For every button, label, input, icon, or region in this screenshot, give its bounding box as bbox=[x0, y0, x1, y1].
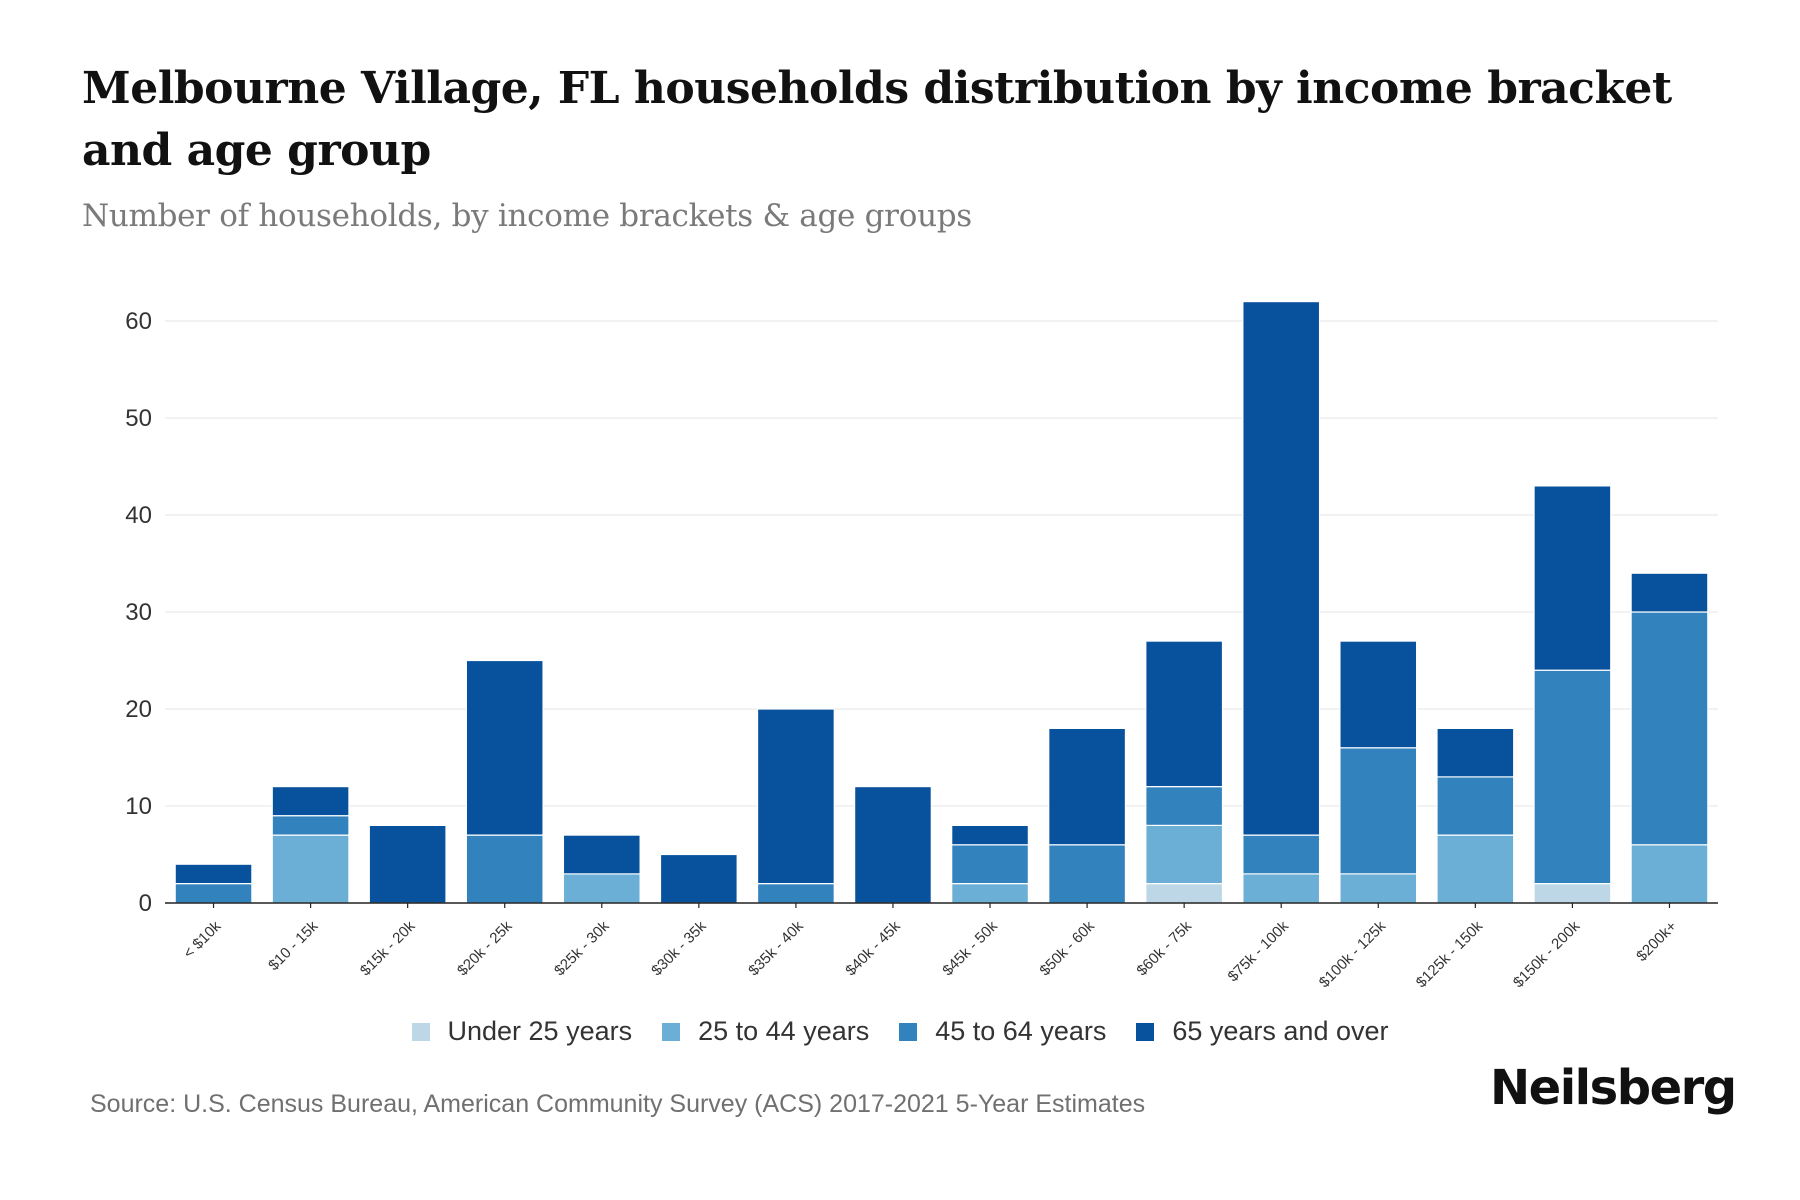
bar-segment-65-years-and-over bbox=[368, 824, 447, 904]
bar-stack bbox=[465, 659, 544, 904]
legend-label: 25 to 44 years bbox=[698, 1016, 870, 1046]
bar-segment-65-years-and-over bbox=[1048, 727, 1127, 846]
bar-segment-65-years-and-over bbox=[465, 659, 544, 836]
neilsberg-logo: Neilsberg bbox=[1490, 1060, 1737, 1116]
legend-label: 65 years and over bbox=[1172, 1016, 1389, 1046]
legend-label: Under 25 years bbox=[447, 1016, 633, 1046]
bar-segment-45-to-64-years bbox=[1242, 834, 1321, 875]
x-axis-ticks: < $10k $10 - 15k $15k - 20k $20k - 25k $25k … bbox=[180, 917, 1680, 991]
bar-segment-45-to-64-years bbox=[1436, 776, 1515, 836]
bar-segment-45-to-64-years bbox=[465, 834, 544, 904]
x-axis bbox=[165, 902, 1718, 908]
bar-stack bbox=[174, 863, 253, 904]
bar-segment-45-to-64-years bbox=[1145, 785, 1224, 826]
bar-segment-45-to-64-years bbox=[1533, 669, 1612, 885]
bar-segment-65-years-and-over bbox=[1242, 301, 1321, 836]
y-tick-label: 40 bbox=[125, 502, 152, 529]
y-tick-label: 60 bbox=[125, 308, 152, 335]
bars bbox=[174, 301, 1709, 904]
bar-stack bbox=[1145, 640, 1224, 904]
bar-segment-25-to-44-years bbox=[1145, 824, 1224, 885]
legend-item: 25 to 44 years bbox=[662, 1016, 869, 1047]
bar-stack bbox=[659, 853, 738, 904]
x-tick-label: $10 - 15k bbox=[265, 917, 322, 974]
bar-segment-65-years-and-over bbox=[1339, 640, 1418, 749]
bar-segment-45-to-64-years bbox=[1048, 844, 1127, 904]
y-tick-label: 30 bbox=[125, 599, 152, 626]
bar-stack bbox=[562, 834, 641, 904]
bar-segment-65-years-and-over bbox=[659, 853, 738, 904]
bar-segment-65-years-and-over bbox=[1533, 485, 1612, 671]
legend-item: 65 years and over bbox=[1136, 1016, 1389, 1047]
bar-segment-25-to-44-years bbox=[562, 873, 641, 904]
bar-segment-25-to-44-years bbox=[271, 834, 350, 904]
bar-stack bbox=[756, 708, 835, 904]
bar-segment-45-to-64-years bbox=[756, 882, 835, 904]
legend-swatch bbox=[411, 1022, 430, 1041]
x-tick-label: $25k - 30k bbox=[551, 917, 613, 979]
bar-stack bbox=[1339, 640, 1418, 904]
bar-segment-65-years-and-over bbox=[854, 785, 932, 904]
bar-stack bbox=[1436, 727, 1515, 904]
legend-swatch bbox=[662, 1022, 681, 1041]
bar-segment-65-years-and-over bbox=[1145, 640, 1224, 788]
x-tick-label: $75k - 100k bbox=[1225, 917, 1293, 985]
legend: Under 25 years 25 to 44 years 45 to 64 yea… bbox=[0, 1016, 1800, 1047]
bar-stack bbox=[368, 824, 447, 904]
bar-stack bbox=[1533, 485, 1612, 904]
bar-segment-65-years-and-over bbox=[271, 785, 350, 817]
bar-stack bbox=[1630, 572, 1709, 904]
bar-segment-65-years-and-over bbox=[1436, 727, 1515, 778]
x-tick-label: $50k - 60k bbox=[1036, 917, 1098, 979]
bar-stack bbox=[951, 824, 1029, 904]
bar-segment-65-years-and-over bbox=[1630, 572, 1709, 613]
x-tick-label: $40k - 45k bbox=[842, 917, 904, 979]
bar-segment-45-to-64-years bbox=[1630, 611, 1709, 846]
legend-swatch bbox=[899, 1022, 918, 1041]
x-tick-label: $200k+ bbox=[1633, 918, 1680, 965]
y-axis-ticks: 0 10 20 30 40 50 60 bbox=[125, 308, 152, 917]
bar-stack bbox=[271, 785, 350, 904]
x-tick-label: $150k - 200k bbox=[1510, 917, 1584, 991]
bar-segment-25-to-44-years bbox=[1242, 873, 1321, 904]
bar-stack bbox=[1048, 727, 1127, 904]
chart-title: Melbourne Village, FL households distrib… bbox=[82, 63, 1672, 176]
x-tick-label: $45k - 50k bbox=[939, 917, 1001, 979]
x-tick-label: $35k - 40k bbox=[745, 917, 807, 979]
x-tick-label: $20k - 25k bbox=[454, 917, 516, 979]
y-tick-label: 20 bbox=[125, 696, 152, 723]
bar-segment-under-25-years bbox=[1145, 882, 1224, 904]
y-tick-label: 0 bbox=[139, 890, 152, 917]
bar-segment-25-to-44-years bbox=[951, 882, 1029, 904]
bar-segment-25-to-44-years bbox=[1436, 834, 1515, 904]
bar-segment-45-to-64-years bbox=[174, 882, 253, 904]
bar-segment-45-to-64-years bbox=[271, 815, 350, 836]
x-tick-label: $100k - 125k bbox=[1316, 917, 1390, 991]
bar-segment-65-years-and-over bbox=[174, 863, 253, 885]
legend-swatch bbox=[1136, 1022, 1155, 1041]
bar-stack bbox=[854, 785, 932, 904]
bar-segment-65-years-and-over bbox=[951, 824, 1029, 846]
bar-segment-45-to-64-years bbox=[951, 844, 1029, 885]
bar-segment-25-to-44-years bbox=[1630, 844, 1709, 904]
x-tick-label: $30k - 35k bbox=[648, 917, 710, 979]
legend-item: 45 to 64 years bbox=[899, 1016, 1106, 1047]
chart-subtitle: Number of households, by income brackets… bbox=[82, 198, 972, 234]
source-note: Source: U.S. Census Bureau, American Com… bbox=[90, 1090, 1146, 1118]
bar-segment-under-25-years bbox=[1533, 882, 1612, 904]
x-tick-label: $15k - 20k bbox=[357, 917, 419, 979]
bar-segment-25-to-44-years bbox=[1339, 873, 1418, 904]
y-tick-label: 50 bbox=[125, 405, 152, 432]
x-tick-label: < $10k bbox=[180, 917, 225, 962]
bar-stack bbox=[1242, 301, 1321, 904]
x-tick-label: $60k - 75k bbox=[1133, 917, 1195, 979]
y-tick-label: 10 bbox=[125, 793, 152, 820]
bar-segment-65-years-and-over bbox=[562, 834, 641, 875]
bar-segment-65-years-and-over bbox=[756, 708, 835, 885]
bar-segment-45-to-64-years bbox=[1339, 747, 1418, 875]
legend-label: 45 to 64 years bbox=[935, 1016, 1107, 1046]
legend-item: Under 25 years bbox=[411, 1016, 633, 1047]
x-tick-label: $125k - 150k bbox=[1413, 917, 1487, 991]
